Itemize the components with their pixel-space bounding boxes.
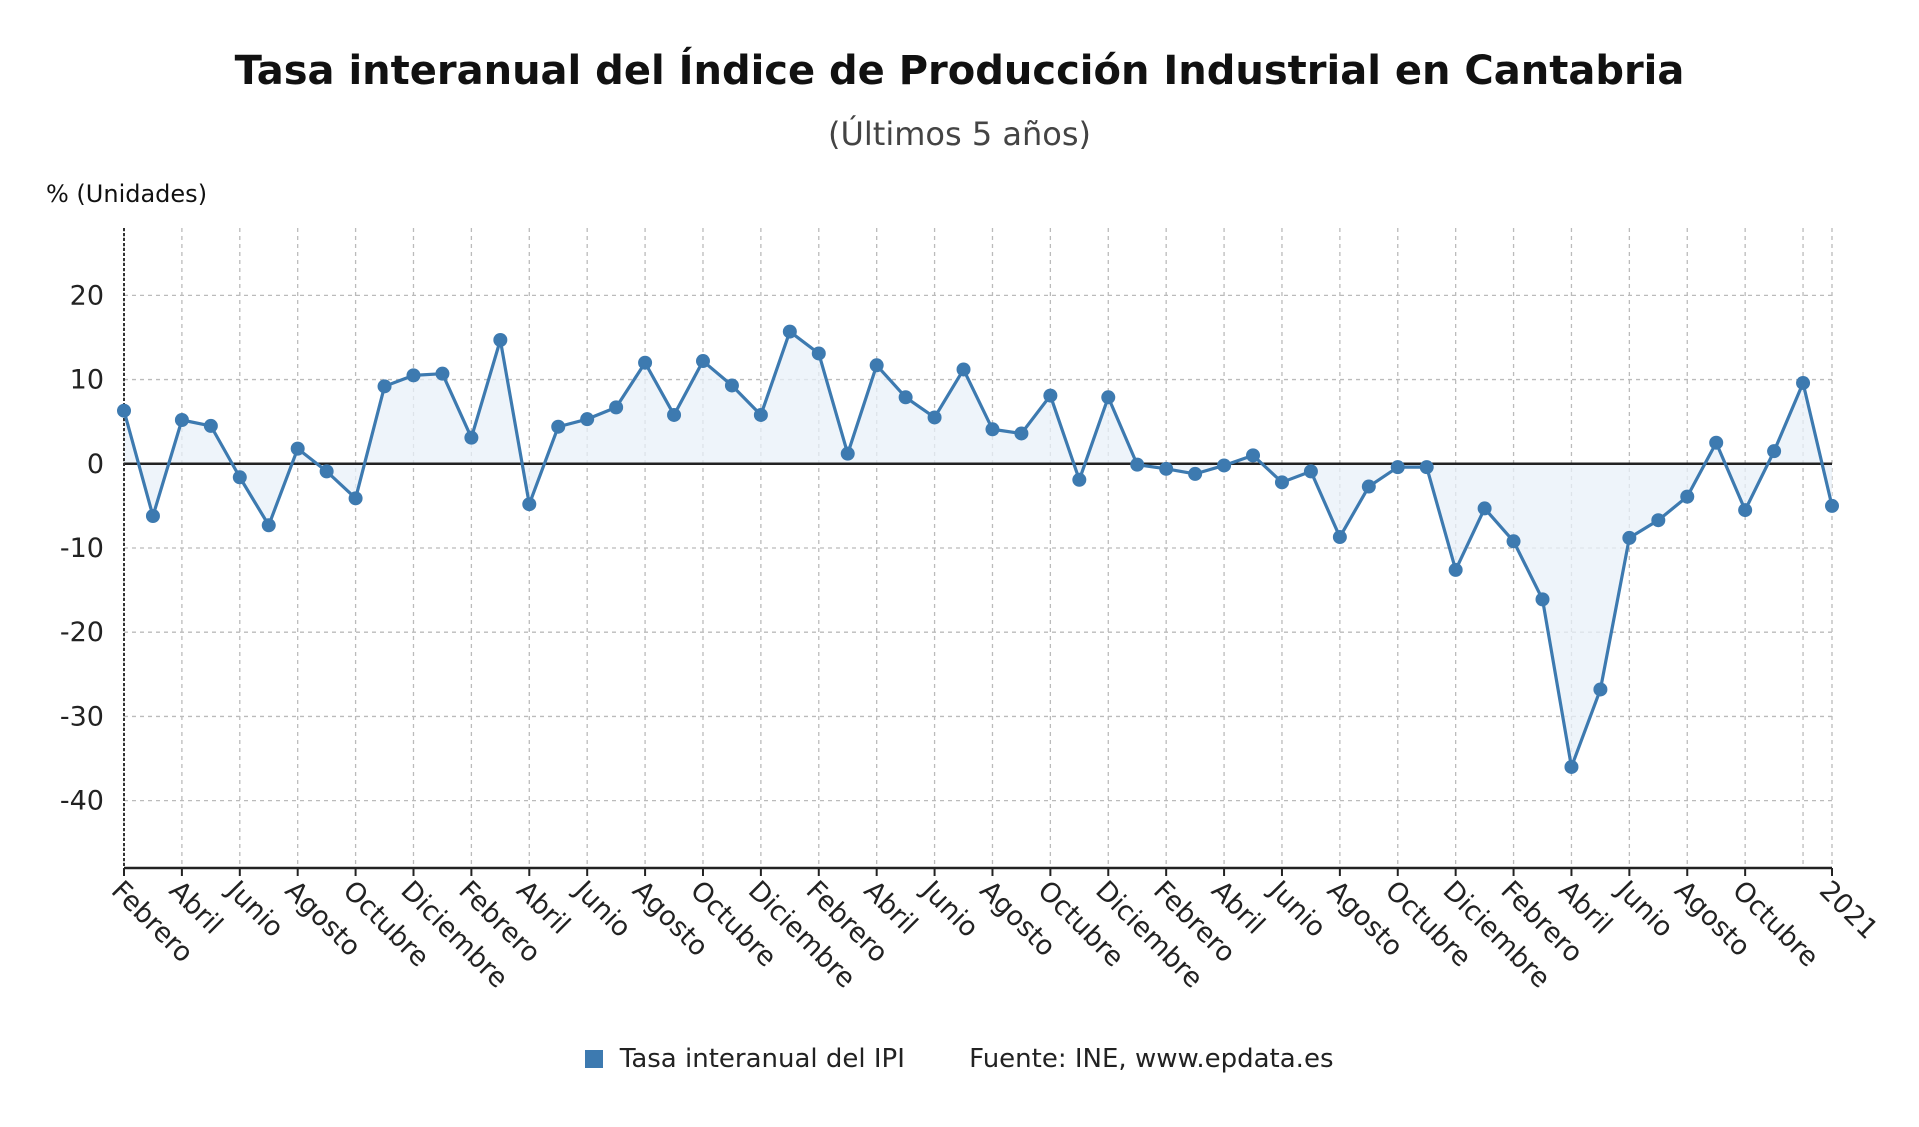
data-point [1188,466,1203,481]
data-point [1101,390,1116,405]
legend-series-label: Tasa interanual del IPI [619,1044,905,1074]
data-point [551,419,566,434]
data-point [1825,498,1839,513]
data-point [1680,489,1695,504]
data-point [782,324,797,339]
data-point [145,509,160,523]
data-point [1361,479,1376,494]
data-point [1448,562,1463,577]
data-point [1014,426,1029,441]
data-point [1303,464,1318,479]
data-point [319,464,334,479]
data-point [811,346,826,361]
x-tick-label: Octubre [1726,875,1824,973]
data-point [1274,475,1289,490]
data-point [522,497,537,512]
data-point [261,518,276,533]
data-point [1419,460,1434,475]
chart-subtitle: (Últimos 5 años) [828,115,1091,153]
data-point [1217,458,1232,473]
data-point [1622,530,1637,545]
data-point [464,430,479,445]
data-point [1593,682,1608,697]
data-point [1767,444,1782,459]
data-point [348,491,363,506]
data-point [1651,513,1666,528]
data-point [1738,503,1753,518]
data-point [638,355,653,370]
data-point [1390,460,1405,475]
x-tick-label: Junio [567,874,637,944]
y-tick-label: -30 [60,701,104,732]
data-point [377,379,392,394]
legend: Tasa interanual del IPI Fuente: INE, www… [0,1044,1919,1074]
data-point [1332,530,1347,545]
legend-swatch [585,1050,604,1068]
y-tick-label: 10 [70,365,104,396]
data-point [1477,501,1492,516]
x-tick-label: Junio [914,874,984,944]
data-point [1535,592,1550,607]
data-point [695,354,710,369]
x-tick-label: Junio [219,874,289,944]
data-point [406,368,421,383]
data-point [1130,457,1145,472]
data-point [117,403,131,418]
chart-title: Tasa interanual del Índice de Producción… [234,48,1685,94]
data-point [1043,388,1058,403]
y-tick-label: -40 [60,786,104,817]
y-tick-label: -20 [60,617,104,648]
data-point [1564,759,1579,774]
data-point [203,418,218,433]
data-point [435,366,450,381]
data-point [290,441,305,456]
x-tick-label: Junio [1262,874,1332,944]
data-point [956,362,971,377]
data-point [1072,472,1087,487]
x-tick-label: 2021 [1813,875,1884,946]
data-point [753,407,768,422]
y-tick-label: 20 [70,280,104,311]
x-tick-label: Junio [1609,874,1679,944]
data-point [1159,461,1174,476]
data-point [1796,375,1811,390]
data-point [724,378,739,393]
data-point [985,422,1000,437]
area-fill [124,331,1832,767]
data-point [580,412,595,427]
y-tick-label: -10 [60,533,104,564]
y-tick-label: 0 [87,449,104,480]
source-label: Fuente: INE, www.epdata.es [969,1044,1334,1074]
data-point [869,358,884,373]
y-axis-unit-label: % (Unidades) [46,180,208,208]
line-chart: 20100-10-20-30-40FebreroAbrilJunioAgosto… [60,228,1884,994]
data-point [232,470,247,485]
data-point [609,400,624,415]
data-point [1709,435,1724,450]
data-point [667,407,682,422]
data-point [898,390,913,405]
data-point [493,333,508,347]
data-point [840,446,855,461]
data-point [927,410,942,425]
data-point [1246,448,1261,463]
data-point [174,413,189,427]
data-point [1506,534,1521,549]
